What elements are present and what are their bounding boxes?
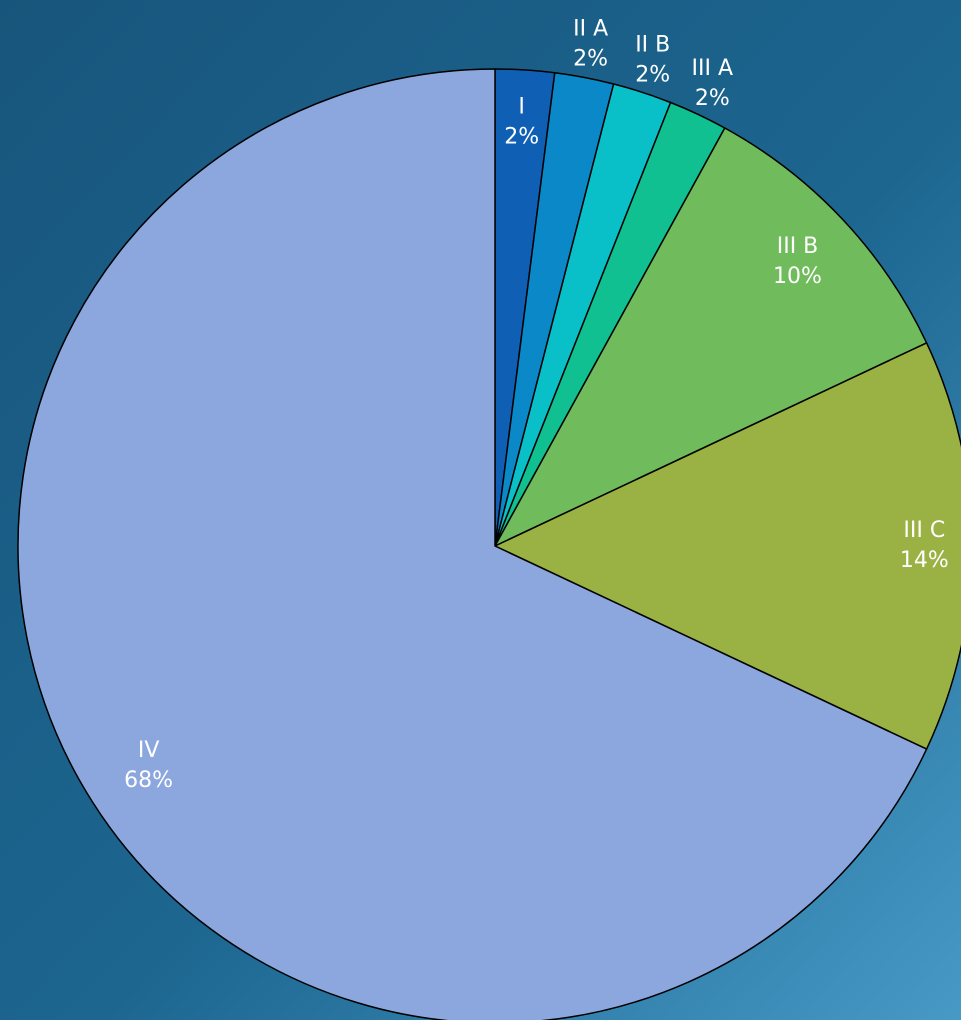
value-label: 14% xyxy=(900,548,949,573)
slice-label: III C xyxy=(903,518,945,543)
value-label: 68% xyxy=(124,768,173,793)
slice-label: II B xyxy=(635,33,670,58)
pie-slice xyxy=(494,342,961,750)
slice-label: IV xyxy=(138,738,160,763)
slice-label: III A xyxy=(692,56,734,81)
pie-slice xyxy=(494,127,928,547)
pie-slice xyxy=(17,68,928,1020)
slice-label: II A xyxy=(573,17,608,42)
value-label: 2% xyxy=(695,86,730,111)
value-label: 10% xyxy=(773,264,822,289)
slice-label: I xyxy=(518,94,525,119)
slice-label: III B xyxy=(777,234,819,259)
value-label: 2% xyxy=(573,47,608,72)
value-label: 2% xyxy=(504,124,539,149)
value-label: 2% xyxy=(635,63,670,88)
